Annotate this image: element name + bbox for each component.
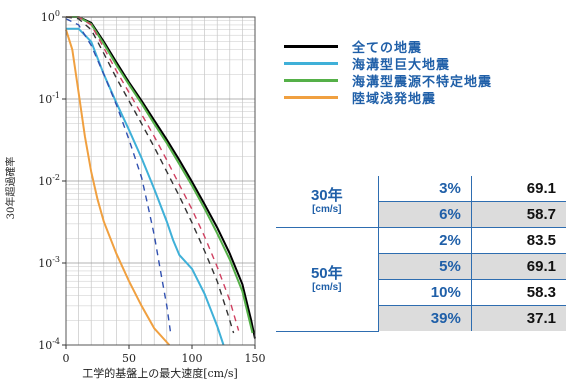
table-row: 5% 69.1 xyxy=(276,253,566,280)
period-label: 50年 xyxy=(310,264,343,282)
y-tick-label: 10-1 xyxy=(38,91,60,106)
y-tick-label: 10-2 xyxy=(38,173,60,188)
legend-item: 陸域浅発地震 xyxy=(284,89,492,107)
y-axis-label: 30年超過確率 xyxy=(4,157,17,220)
legend-label: 海溝型巨大地震 xyxy=(352,58,451,73)
legend: 全ての地震 海溝型巨大地震 海溝型震源不特定地震 陸域浅発地震 xyxy=(284,38,493,107)
series-layer xyxy=(65,16,256,346)
legend-swatch xyxy=(284,45,338,48)
period-cell: 50年 [cm/s] xyxy=(276,227,379,332)
x-tick-label: 100 xyxy=(182,352,203,365)
x-tick-label: 50 xyxy=(122,352,136,365)
probability-cell: 3% xyxy=(378,176,472,202)
stats-table: 30年 [cm/s] 3% 69.1 6% 58.7 50年 [cm/s] 2%… xyxy=(276,176,566,332)
velocity-cell: 58.7 xyxy=(470,201,566,228)
velocity-cell: 83.5 xyxy=(470,227,566,254)
velocity-cell: 37.1 xyxy=(470,305,566,331)
probability-cell: 10% xyxy=(378,279,472,306)
legend-label: 海溝型震源不特定地震 xyxy=(352,75,493,90)
velocity-cell: 58.3 xyxy=(470,279,566,306)
table-row: 39% 37.1 xyxy=(276,305,566,331)
x-tick-label: 150 xyxy=(245,352,266,365)
y-tick-label: 10-3 xyxy=(38,255,60,270)
table-row: 10% 58.3 xyxy=(276,279,566,306)
legend-swatch xyxy=(284,96,338,99)
legend-swatch xyxy=(284,62,338,65)
table-row: 30年 [cm/s] 3% 69.1 xyxy=(276,176,566,228)
unit-label: [cm/s] xyxy=(312,204,342,215)
series-line xyxy=(65,29,171,346)
unit-label: [cm/s] xyxy=(312,281,342,293)
x-tick-label: 0 xyxy=(63,352,70,365)
series-line xyxy=(65,16,235,334)
legend-item: 海溝型巨大地震 xyxy=(284,55,492,73)
series-line xyxy=(66,16,256,339)
series-line xyxy=(65,18,172,334)
velocity-cell: 69.1 xyxy=(470,253,566,280)
series-line xyxy=(66,16,240,331)
legend-item: 海溝型震源不特定地震 xyxy=(284,72,493,90)
x-axis-label: 工学的基盤上の最大速度[cm/s] xyxy=(82,366,238,380)
probability-cell: 5% xyxy=(378,253,472,280)
series-line xyxy=(66,27,225,346)
velocity-cell: 69.1 xyxy=(470,176,566,202)
grid xyxy=(65,17,256,346)
probability-cell: 39% xyxy=(378,305,472,331)
legend-label: 陸域浅発地震 xyxy=(352,92,437,107)
y-tick-label: 10-4 xyxy=(38,337,60,352)
table-row: 50年 [cm/s] 2% 83.5 xyxy=(276,227,566,332)
tick-labels: 0 50 100 150 100 10-1 10-2 10-3 10-4 xyxy=(38,9,265,365)
period-cell: 30年 [cm/s] xyxy=(276,176,379,228)
legend-label: 全ての地震 xyxy=(352,41,423,56)
period-label: 30年 xyxy=(310,187,343,204)
probability-cell: 2% xyxy=(378,227,472,254)
stats-table-container: 30年 [cm/s] 3% 69.1 6% 58.7 50年 [cm/s] 2%… xyxy=(276,176,566,332)
series-line xyxy=(66,16,254,334)
legend-item: 全ての地震 xyxy=(284,38,492,56)
exceedance-chart: 0 50 100 150 100 10-1 10-2 10-3 10-4 工学的基盤上の最大速度… xyxy=(4,9,266,380)
probability-cell: 6% xyxy=(378,201,472,228)
table-row: 6% 58.7 xyxy=(276,201,566,228)
y-tick-label: 100 xyxy=(41,9,60,24)
legend-swatch xyxy=(284,79,338,82)
